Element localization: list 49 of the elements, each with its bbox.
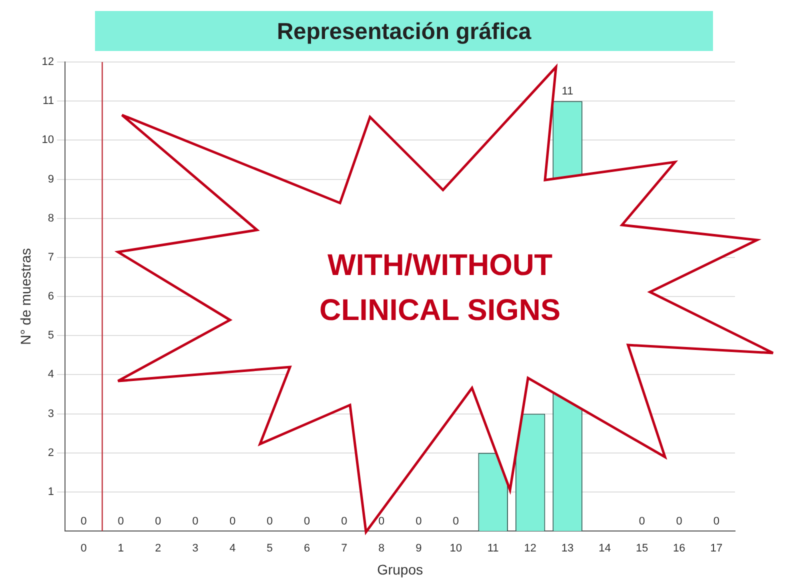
y-axis-title: N° de muestras bbox=[17, 248, 34, 345]
x-axis-title: Grupos bbox=[377, 561, 423, 578]
data-label: 0 bbox=[266, 516, 273, 528]
x-tick-label: 14 bbox=[598, 542, 611, 555]
x-tick-label: 7 bbox=[341, 542, 348, 555]
x-tick-label: 16 bbox=[673, 542, 686, 555]
x-tick-label: 11 bbox=[487, 542, 499, 555]
x-tick-label: 5 bbox=[266, 542, 273, 555]
x-tick-label: 17 bbox=[710, 542, 723, 555]
x-tick-label: 6 bbox=[304, 542, 310, 555]
x-tick-label: 4 bbox=[229, 542, 236, 555]
x-tick-label: 1 bbox=[118, 542, 124, 555]
data-label: 0 bbox=[713, 516, 720, 528]
y-tick-label: 1 bbox=[48, 486, 54, 498]
chart-title: Representación gráfica bbox=[95, 11, 713, 51]
y-tick-label: 8 bbox=[48, 212, 54, 224]
y-tick-label: 6 bbox=[48, 290, 54, 303]
y-tick-label: 4 bbox=[48, 368, 54, 381]
x-tick-label: 13 bbox=[561, 542, 574, 555]
data-label: 0 bbox=[192, 516, 198, 528]
x-tick-label: 15 bbox=[636, 542, 648, 555]
y-tick-label: 9 bbox=[48, 173, 54, 186]
y-tick-label: 2 bbox=[48, 446, 54, 459]
x-tick-label: 10 bbox=[450, 542, 462, 555]
y-tick-label: 10 bbox=[42, 134, 54, 146]
x-tick-label: 0 bbox=[80, 542, 87, 555]
x-tick-label: 12 bbox=[524, 542, 536, 555]
y-tick-label: 7 bbox=[48, 251, 54, 264]
data-label: 0 bbox=[118, 516, 124, 528]
data-label: 0 bbox=[378, 516, 384, 528]
y-tick-label: 3 bbox=[48, 408, 54, 420]
data-label: 0 bbox=[229, 516, 236, 528]
x-tick-label: 2 bbox=[155, 542, 162, 555]
annotation: WITH/WITHOUT CLINICAL SIGNS bbox=[318, 248, 562, 329]
data-label: 0 bbox=[155, 516, 162, 528]
data-label: 0 bbox=[452, 516, 459, 528]
data-label: 0 bbox=[341, 516, 348, 528]
data-label: 11 bbox=[562, 86, 574, 98]
data-label: 0 bbox=[416, 516, 422, 528]
x-tick-label: 9 bbox=[416, 542, 422, 555]
y-tick-label: 5 bbox=[48, 330, 54, 342]
x-tick-label: 3 bbox=[192, 542, 198, 555]
data-label: 0 bbox=[304, 516, 310, 528]
data-label: 0 bbox=[80, 516, 87, 528]
data-label: 0 bbox=[676, 516, 682, 528]
y-tick-label: 12 bbox=[42, 56, 54, 68]
y-tick-label: 11 bbox=[42, 95, 54, 108]
data-label: 0 bbox=[638, 516, 646, 528]
x-tick-label: 8 bbox=[378, 542, 384, 555]
